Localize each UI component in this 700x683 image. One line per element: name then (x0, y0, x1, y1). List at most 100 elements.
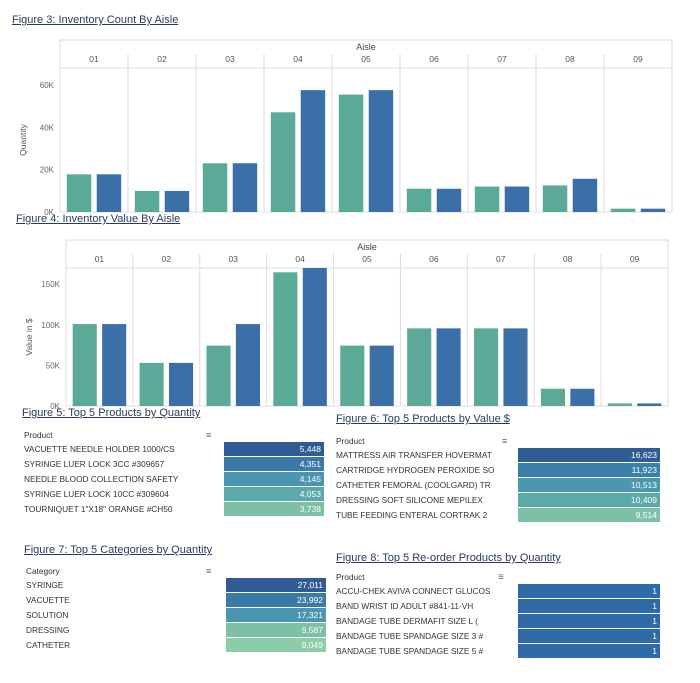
row-label: SYRINGE LUER LOCK 10CC #309604 (24, 489, 169, 499)
bar[interactable] (232, 163, 258, 212)
bar[interactable] (570, 388, 595, 406)
filter-icon[interactable]: ≡ (502, 436, 508, 446)
aisle-label: 06 (429, 54, 439, 64)
filter-icon[interactable]: ≡ (206, 430, 212, 440)
row-label: CATHETER FEMORAL (COOLGARD) TR (336, 480, 491, 490)
value-cell[interactable]: 9,587 (226, 623, 326, 637)
value-cell[interactable]: 1 (518, 584, 660, 598)
bar[interactable] (139, 362, 164, 406)
value-cell[interactable]: 27,011 (226, 578, 326, 592)
bar[interactable] (202, 163, 228, 212)
row-label: CARTRIDGE HYDROGEN PEROXIDE SO (336, 465, 495, 475)
bar[interactable] (637, 403, 662, 406)
value-cell[interactable]: 11,923 (518, 463, 660, 477)
y-tick-label: 40K (40, 123, 55, 132)
value-cell[interactable]: 1 (518, 599, 660, 613)
bar[interactable] (474, 328, 499, 406)
bar[interactable] (607, 403, 632, 406)
aisle-label: 05 (361, 54, 371, 64)
row-label: BAND WRIST ID ADULT #841-11-VH (336, 601, 474, 611)
bar[interactable] (540, 388, 565, 406)
value-cell[interactable]: 10,409 (518, 493, 660, 507)
row-label: BANDAGE TUBE SPANDAGE SIZE 5 # (336, 646, 484, 656)
bar[interactable] (235, 324, 260, 406)
bar[interactable] (206, 345, 231, 406)
aisle-label: 03 (228, 254, 238, 264)
bar[interactable] (610, 208, 636, 212)
value-cell[interactable]: 4,053 (224, 487, 324, 501)
aisle-label: 07 (497, 54, 507, 64)
sort-icon[interactable]: ≡ (498, 572, 504, 583)
value-cell[interactable]: 16,623 (518, 448, 660, 462)
row-label: VACUETTE (26, 595, 70, 605)
aisle-label: 08 (563, 254, 573, 264)
bar[interactable] (542, 185, 568, 212)
bar[interactable] (302, 268, 327, 406)
bar[interactable] (406, 188, 432, 212)
aisle-label: 03 (225, 54, 235, 64)
fig4-title: Figure 4: Inventory Value By Aisle (16, 213, 181, 225)
row-label: TUBE FEEDING ENTERAL CORTRAK 2 (336, 510, 488, 520)
value-cell[interactable]: 3,738 (224, 502, 324, 516)
bar[interactable] (572, 178, 598, 212)
value-cell[interactable]: 10,513 (518, 478, 660, 492)
row-label: NEEDLE BLOOD COLLECTION SAFETY (24, 474, 179, 484)
y-tick-label: 20K (40, 166, 55, 175)
aisle-label: 06 (429, 254, 439, 264)
bar[interactable] (369, 345, 394, 406)
aisle-label: 01 (95, 254, 105, 264)
y-axis-label: Quantity (18, 123, 28, 155)
fig5-table: Product ≡ VACUETTE NEEDLE HOLDER 1000/CS… (24, 430, 334, 530)
y-tick-label: 0K (50, 402, 60, 411)
value-cell[interactable]: 9,514 (518, 508, 660, 522)
bar[interactable] (436, 188, 462, 212)
bar[interactable] (134, 190, 160, 212)
aisle-label: 02 (157, 54, 167, 64)
bar[interactable] (102, 324, 127, 406)
filter-icon[interactable]: ≡ (206, 566, 212, 576)
bar[interactable] (300, 90, 326, 212)
aisle-header: Aisle (357, 242, 377, 252)
row-label: SOLUTION (26, 610, 69, 620)
bar[interactable] (368, 90, 394, 212)
bar[interactable] (273, 272, 298, 406)
fig5-header: Product (24, 430, 53, 440)
value-cell[interactable]: 23,992 (226, 593, 326, 607)
bar[interactable] (72, 324, 97, 406)
y-tick-label: 50K (46, 361, 61, 370)
bar[interactable] (340, 345, 365, 406)
fig6-header: Product (336, 436, 365, 446)
bar[interactable] (338, 94, 364, 212)
aisle-label: 04 (295, 254, 305, 264)
bar[interactable] (169, 362, 194, 406)
bar[interactable] (640, 208, 666, 212)
value-cell[interactable]: 5,448 (224, 442, 324, 456)
value-cell[interactable]: 1 (518, 614, 660, 628)
value-cell[interactable]: 17,321 (226, 608, 326, 622)
fig6-table: Product ≡ MATTRESS AIR TRANSFER HOVERMAT… (336, 436, 666, 536)
value-cell[interactable]: 1 (518, 644, 660, 658)
value-cell[interactable]: 4,145 (224, 472, 324, 486)
fig5-title: Figure 5: Top 5 Products by Quantity (22, 407, 201, 419)
value-cell[interactable]: 4,351 (224, 457, 324, 471)
fig7-table: Category ≡ SYRINGE 27,011 VACUETTE 23,992 SO… (26, 566, 336, 666)
value-cell[interactable]: 9,049 (226, 638, 326, 652)
bar[interactable] (270, 112, 296, 212)
bar[interactable] (407, 328, 432, 406)
value-cell[interactable]: 1 (518, 629, 660, 643)
row-label: SYRINGE LUER LOCK 3CC #309657 (24, 459, 165, 469)
bar[interactable] (436, 328, 461, 406)
bar[interactable] (474, 186, 500, 212)
row-label: DRESSING (26, 625, 70, 635)
row-label: TOURNIQUET 1"X18" ORANGE #CH50 (24, 504, 173, 514)
bar[interactable] (503, 328, 528, 406)
bar[interactable] (164, 190, 190, 212)
bar[interactable] (504, 186, 530, 212)
aisle-label: 02 (162, 254, 172, 264)
bar[interactable] (66, 174, 92, 212)
bar[interactable] (96, 174, 122, 212)
y-tick-label: 60K (40, 81, 55, 90)
fig7-header: Category (26, 566, 60, 576)
row-label: BANDAGE TUBE DERMAFIT SIZE L ( (336, 616, 478, 626)
aisle-label: 04 (293, 54, 303, 64)
